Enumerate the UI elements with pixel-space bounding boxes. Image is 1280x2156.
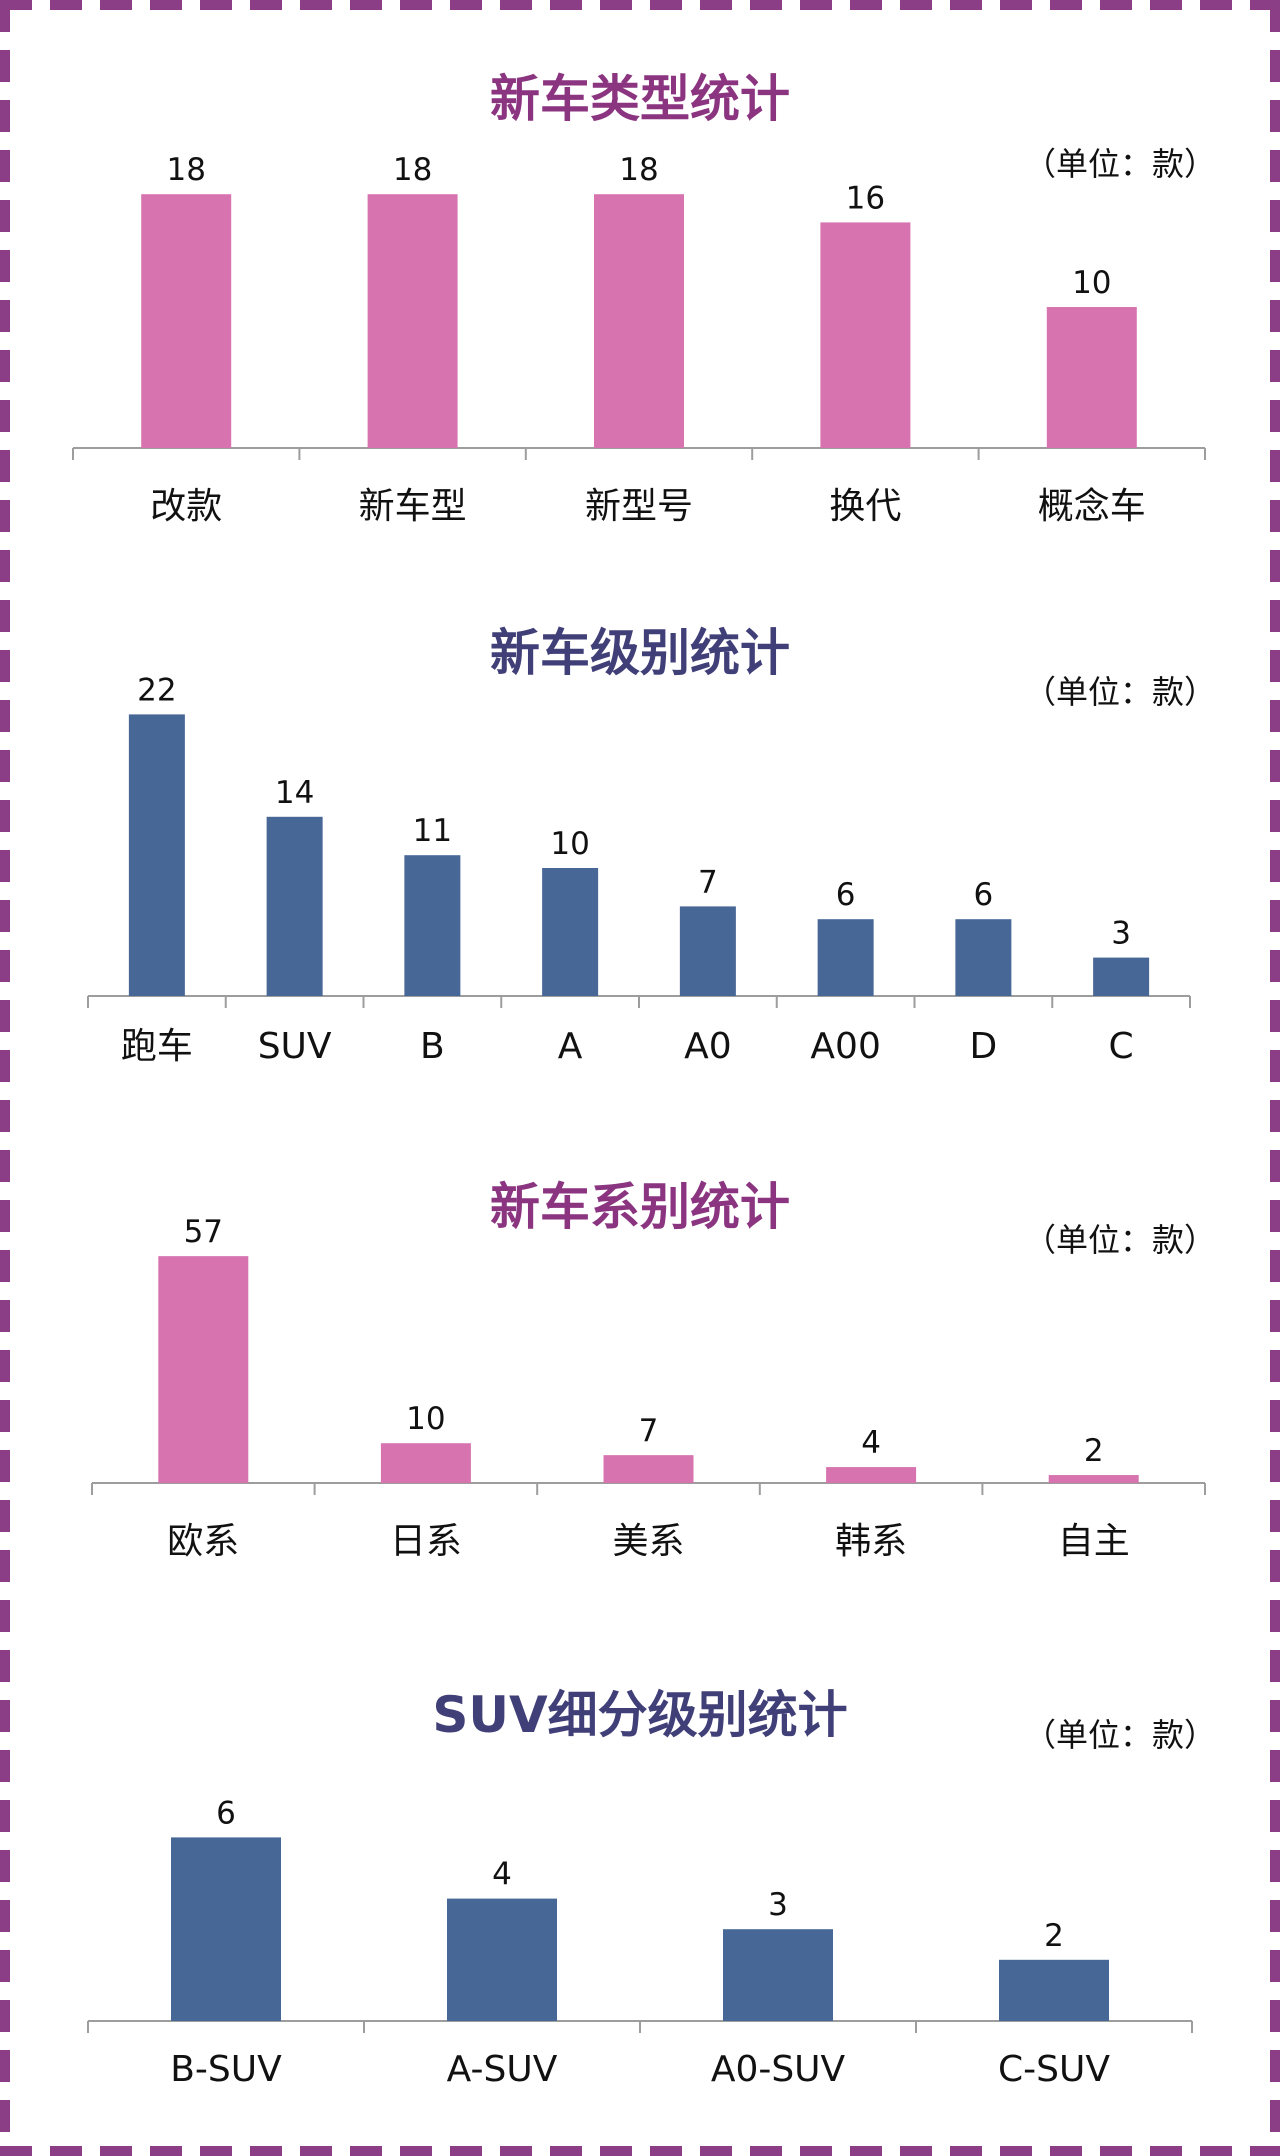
category-label: A: [558, 1026, 583, 1067]
category-label: 概念车: [1038, 486, 1146, 527]
bar: [594, 194, 684, 448]
bar: [1048, 1475, 1139, 1483]
bar: [955, 919, 1012, 996]
bar-chart: 57 欧系 10 日系 7 美系 4 韩系 2 自主: [91, 1214, 1206, 1562]
data-label: 11: [413, 813, 452, 849]
unit-label: （单位：款）: [1024, 1716, 1217, 1754]
bar: [999, 1959, 1109, 2021]
bar: [128, 714, 185, 996]
data-label: 57: [184, 1214, 223, 1250]
unit-label: （单位：款）: [1024, 145, 1217, 183]
data-label: 4: [492, 1857, 512, 1893]
category-label: 换代: [829, 486, 901, 527]
category-label: 欧系: [167, 1521, 239, 1562]
category-label: A0: [684, 1026, 732, 1067]
bar: [141, 194, 232, 448]
unit-label: （单位：款）: [1024, 673, 1217, 711]
category-label: B-SUV: [170, 2049, 282, 2090]
data-label: 18: [166, 152, 205, 188]
bar: [404, 855, 461, 996]
bar: [158, 1256, 249, 1483]
data-label: 2: [1084, 1433, 1104, 1469]
category-label: 日系: [390, 1521, 462, 1562]
chart-title: SUV细分级别统计: [432, 1686, 848, 1744]
bar: [542, 868, 599, 996]
data-label: 2: [1044, 1918, 1064, 1954]
data-label: 10: [550, 826, 589, 862]
data-label: 10: [406, 1401, 445, 1437]
bar: [447, 1898, 557, 2021]
vehicle-type-section: 新车类型统计 （单位：款） 18 改款 18 新车型 18 新型号 16 换代 10 概念车: [0, 0, 1280, 560]
bar: [266, 816, 323, 996]
category-label: 改款: [150, 486, 222, 527]
category-label: D: [970, 1026, 998, 1067]
data-label: 22: [137, 672, 176, 708]
bar: [723, 1929, 833, 2021]
bar-chart: 18 改款 18 新车型 18 新型号 16 换代 10 概念车: [72, 152, 1206, 527]
bar: [171, 1837, 281, 2021]
bar: [820, 222, 911, 448]
category-label: A-SUV: [447, 2049, 558, 2090]
data-label: 4: [861, 1425, 881, 1461]
vehicle-origin-section: 新车系别统计 （单位：款） 57 欧系 10 日系 7 美系 4 韩系 2 自主: [91, 1178, 1217, 1562]
chart-title: 新车类型统计: [490, 70, 790, 128]
bar: [817, 919, 874, 996]
data-label: 3: [1111, 916, 1131, 952]
bar: [367, 194, 458, 448]
vehicle-class-section: 新车级别统计 （单位：款） 22 跑车 14 SUV 11 B 10 A 7 A0 6 A00 6 D 3 C: [87, 624, 1217, 1067]
chart-title: 新车系别统计: [490, 1178, 790, 1236]
data-label: 6: [836, 877, 856, 913]
data-label: 6: [216, 1795, 236, 1831]
data-label: 6: [974, 877, 994, 913]
data-label: 7: [639, 1413, 659, 1449]
category-label: 美系: [612, 1521, 684, 1562]
data-label: 7: [698, 864, 718, 900]
data-label: 3: [768, 1887, 788, 1923]
category-label: 新型号: [585, 486, 693, 527]
bar: [380, 1443, 471, 1483]
data-label: 18: [393, 152, 432, 188]
category-label: A00: [810, 1026, 880, 1067]
category-label: A0-SUV: [711, 2049, 846, 2090]
bar: [679, 906, 736, 996]
category-label: C-SUV: [998, 2049, 1110, 2090]
bar-chart: 22 跑车 14 SUV 11 B 10 A 7 A0 6 A00 6 D 3 C: [87, 672, 1191, 1067]
unit-label: （单位：款）: [1024, 1221, 1217, 1259]
data-label: 18: [619, 152, 658, 188]
category-label: C: [1109, 1026, 1134, 1067]
category-label: 自主: [1058, 1521, 1130, 1562]
category-label: SUV: [258, 1026, 332, 1067]
bar: [1093, 957, 1150, 996]
bar: [826, 1467, 917, 1483]
bar: [603, 1455, 694, 1483]
category-label: 韩系: [835, 1521, 907, 1562]
category-label: B: [420, 1026, 445, 1067]
category-label: 新车型: [359, 486, 467, 527]
category-label: 跑车: [121, 1026, 193, 1067]
data-label: 10: [1072, 265, 1111, 301]
chart-title: 新车级别统计: [490, 624, 790, 682]
data-label: 14: [275, 775, 314, 811]
bar: [1046, 307, 1137, 448]
data-label: 16: [846, 180, 885, 216]
